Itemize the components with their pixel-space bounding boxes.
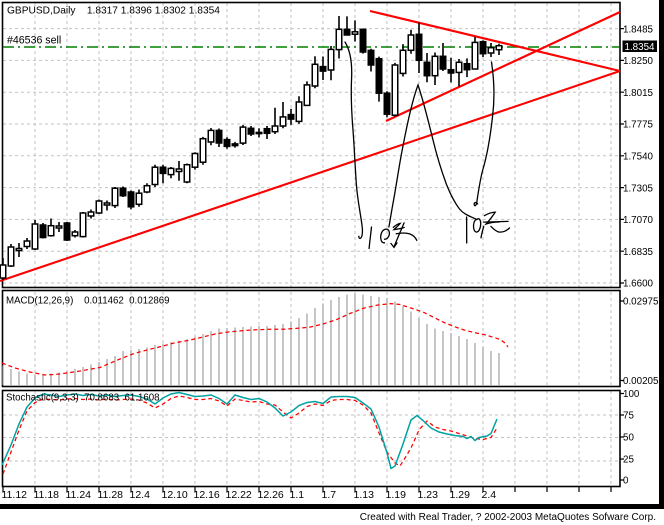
svg-text:1.7070: 1.7070 xyxy=(623,215,654,226)
svg-text:Stochastic(9,3,3) 70.8683 61: Stochastic(9,3,3) 70.8683 61.1608 xyxy=(6,393,160,404)
svg-text:1.6835: 1.6835 xyxy=(623,247,654,258)
svg-text:1.7: 1.7 xyxy=(322,489,337,501)
svg-text:1.23: 1.23 xyxy=(418,489,439,501)
svg-text:GBPUSD,Daily 1.8317 1.8396: GBPUSD,Daily 1.8317 1.8396 1.8302 1.8354 xyxy=(7,6,220,17)
svg-text:1.7775: 1.7775 xyxy=(623,120,654,131)
svg-text:11.24: 11.24 xyxy=(66,489,92,501)
svg-text:1.1: 1.1 xyxy=(290,489,305,501)
svg-text:1.8485: 1.8485 xyxy=(623,24,654,35)
svg-text:12.4: 12.4 xyxy=(130,489,151,501)
svg-text:1.8250: 1.8250 xyxy=(623,56,654,67)
svg-text:11.18: 11.18 xyxy=(34,489,60,501)
svg-text:50: 50 xyxy=(623,433,634,444)
svg-text:12.22: 12.22 xyxy=(226,489,252,501)
svg-text:75: 75 xyxy=(623,411,634,422)
svg-text:1.13: 1.13 xyxy=(354,489,375,501)
svg-text:1.29: 1.29 xyxy=(450,489,471,501)
svg-text:12.10: 12.10 xyxy=(162,489,188,501)
svg-text:0.02975: 0.02975 xyxy=(623,297,659,308)
svg-text:1.8354: 1.8354 xyxy=(625,42,656,53)
svg-text:12.26: 12.26 xyxy=(258,489,284,501)
svg-text:12.16: 12.16 xyxy=(194,489,220,501)
svg-text:1.6600: 1.6600 xyxy=(623,279,654,290)
svg-text:1.7540: 1.7540 xyxy=(623,152,654,163)
svg-text:MACD(12,26,9) 0.011462 0.0: MACD(12,26,9) 0.011462 0.012869 xyxy=(6,296,170,307)
svg-text:1.19: 1.19 xyxy=(386,489,407,501)
svg-text:0.00205: 0.00205 xyxy=(623,376,659,387)
svg-text:#46536 sell: #46536 sell xyxy=(7,35,61,47)
svg-text:100: 100 xyxy=(623,389,640,400)
svg-text:11.12: 11.12 xyxy=(2,489,28,501)
svg-text:2.4: 2.4 xyxy=(482,489,497,501)
svg-text:0: 0 xyxy=(623,476,629,487)
svg-text:Created with Real Trader, ? 20: Created with Real Trader, ? 2002-2003 Me… xyxy=(360,512,656,523)
svg-text:1.7305: 1.7305 xyxy=(623,183,654,194)
svg-text:11.28: 11.28 xyxy=(98,489,124,501)
svg-text:25: 25 xyxy=(623,455,634,466)
svg-text:1.8015: 1.8015 xyxy=(623,88,654,99)
